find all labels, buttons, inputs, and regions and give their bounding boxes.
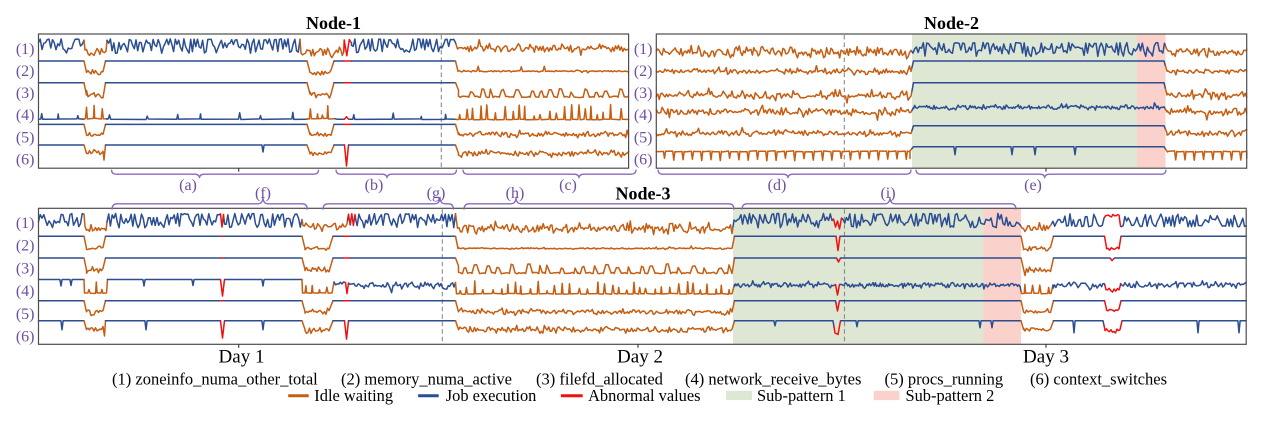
svg-text:(h): (h) xyxy=(506,185,525,202)
svg-text:(6) context_switches: (6) context_switches xyxy=(1030,369,1167,388)
svg-text:(1): (1) xyxy=(634,41,653,58)
svg-text:(1): (1) xyxy=(16,41,35,58)
svg-text:(2) memory_numa_active: (2) memory_numa_active xyxy=(341,369,512,388)
svg-text:(3): (3) xyxy=(16,260,35,277)
svg-text:(3) filefd_allocated: (3) filefd_allocated xyxy=(536,369,664,388)
svg-text:(6): (6) xyxy=(16,329,35,346)
svg-text:(6): (6) xyxy=(634,152,653,169)
svg-text:(i): (i) xyxy=(880,185,895,202)
svg-text:(3): (3) xyxy=(634,85,653,102)
svg-text:Idle waiting: Idle waiting xyxy=(314,386,393,405)
svg-text:(2): (2) xyxy=(16,238,35,255)
svg-text:(5): (5) xyxy=(16,306,35,323)
svg-text:(a): (a) xyxy=(179,177,197,194)
svg-text:Job execution: Job execution xyxy=(446,386,537,405)
svg-text:Sub-pattern 2: Sub-pattern 2 xyxy=(906,386,995,405)
svg-text:(d): (d) xyxy=(768,177,787,194)
svg-text:Day 3: Day 3 xyxy=(1023,347,1069,368)
svg-text:(1): (1) xyxy=(16,215,35,232)
svg-text:(e): (e) xyxy=(1024,177,1042,194)
svg-text:(5): (5) xyxy=(634,129,653,146)
svg-text:(1) zoneinfo_numa_other_total: (1) zoneinfo_numa_other_total xyxy=(112,369,318,388)
svg-text:Node-3: Node-3 xyxy=(616,184,671,204)
svg-text:(g): (g) xyxy=(427,185,446,202)
svg-text:(3): (3) xyxy=(16,85,35,102)
svg-text:Node-1: Node-1 xyxy=(306,13,361,33)
svg-text:Node-2: Node-2 xyxy=(924,13,979,33)
svg-text:(4): (4) xyxy=(16,283,35,300)
svg-text:(2): (2) xyxy=(16,63,35,80)
svg-text:(6): (6) xyxy=(16,152,35,169)
svg-text:(2): (2) xyxy=(634,63,653,80)
svg-text:(c): (c) xyxy=(559,177,577,194)
svg-text:Abnormal values: Abnormal values xyxy=(588,386,700,405)
svg-text:(5) procs_running: (5) procs_running xyxy=(885,369,1004,388)
svg-text:(4): (4) xyxy=(634,107,653,124)
svg-text:(4) network_receive_bytes: (4) network_receive_bytes xyxy=(685,369,861,388)
svg-text:(5): (5) xyxy=(16,129,35,146)
svg-text:Day 1: Day 1 xyxy=(219,347,265,368)
svg-text:Day 2: Day 2 xyxy=(617,347,663,368)
svg-text:(f): (f) xyxy=(255,185,271,202)
svg-text:(4): (4) xyxy=(16,107,35,124)
svg-text:Sub-pattern 1: Sub-pattern 1 xyxy=(757,386,846,405)
svg-text:(b): (b) xyxy=(365,177,384,194)
